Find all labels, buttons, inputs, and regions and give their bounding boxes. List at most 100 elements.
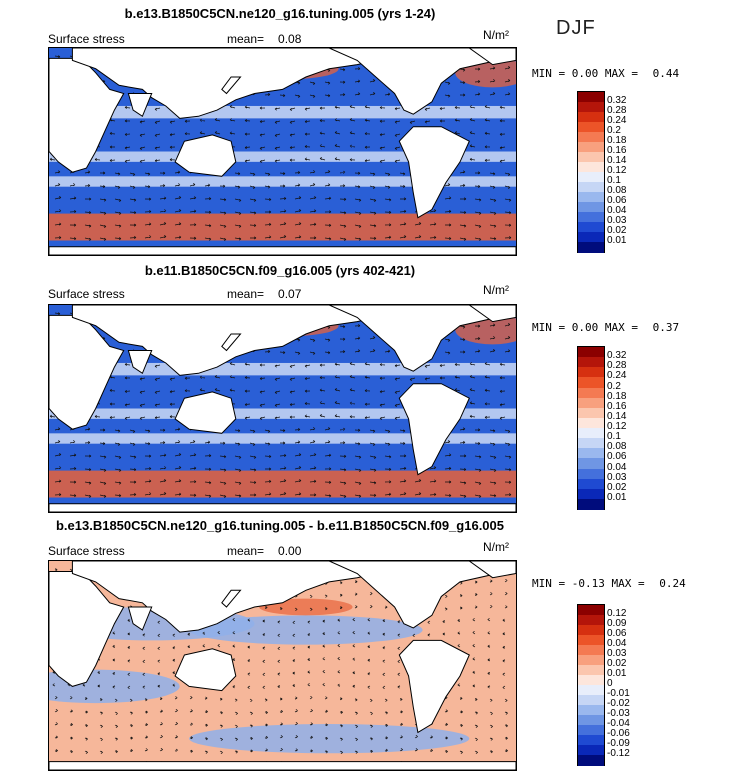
wind-arrow <box>459 93 466 97</box>
wind-arrow <box>174 427 181 431</box>
wind-arrow <box>294 722 298 726</box>
wind-arrow <box>354 198 362 202</box>
panel-1-max-label: MAX = <box>604 67 638 80</box>
wind-arrow <box>174 440 181 444</box>
wind-arrow <box>369 724 373 728</box>
panel-3-field-label: Surface stress <box>48 544 125 558</box>
wind-arrow <box>454 375 461 379</box>
wind-arrow <box>324 594 328 598</box>
wind-arrow <box>384 736 388 740</box>
wind-arrow <box>489 579 493 583</box>
wind-arrow <box>399 197 407 201</box>
wind-arrow <box>474 455 482 459</box>
wind-arrow <box>384 235 392 239</box>
wind-arrow <box>214 131 221 135</box>
wind-arrow <box>112 631 116 635</box>
wind-arrow <box>489 481 497 485</box>
landmasses <box>49 305 516 512</box>
wind-arrow <box>127 632 131 636</box>
wind-arrow <box>217 644 221 648</box>
wind-arrow <box>339 481 347 485</box>
wind-arrow <box>99 185 106 189</box>
panel-2-max-value: 0.37 <box>652 321 680 334</box>
wind-arrow <box>334 105 341 109</box>
wind-arrow <box>154 133 161 137</box>
wind-arrow <box>444 736 448 740</box>
wind-arrow <box>189 722 193 726</box>
panel-1-max-value: 0.44 <box>652 67 680 80</box>
wind-arrow <box>379 376 386 380</box>
wind-arrow <box>324 170 331 174</box>
wind-arrow <box>129 736 133 740</box>
wind-arrow <box>259 377 266 381</box>
wind-arrow <box>157 633 161 637</box>
wind-arrow <box>397 620 401 624</box>
wind-arrow <box>97 670 101 674</box>
wind-arrow <box>159 441 166 445</box>
wind-arrow <box>294 748 298 752</box>
wind-arrow <box>384 185 391 189</box>
wind-arrow <box>277 646 281 650</box>
wind-arrow <box>489 211 497 215</box>
wind-arrow <box>174 466 182 470</box>
wind-arrow <box>487 658 491 662</box>
wind-arrow <box>159 222 167 226</box>
wind-arrow <box>459 68 466 72</box>
colorbar-swatch <box>578 635 604 646</box>
wind-arrow <box>399 222 407 226</box>
wind-arrow <box>444 594 448 598</box>
colorbar-tick-label: 0.1 <box>607 431 621 443</box>
wind-arrow <box>189 709 193 713</box>
wind-arrow <box>144 479 152 483</box>
wind-arrow <box>322 644 326 648</box>
wind-arrow <box>69 183 76 187</box>
panel-3-title: b.e13.B1850C5CN.ne120_g16.tuning.005 - b… <box>55 518 504 533</box>
wind-arrow <box>289 107 296 111</box>
wind-arrow <box>69 453 77 457</box>
wind-arrow <box>159 492 167 496</box>
wind-arrow <box>379 363 386 367</box>
wind-arrow <box>394 364 401 368</box>
colorbar-tick-label: 0.08 <box>607 185 627 196</box>
colorbar-swatch <box>578 377 604 388</box>
wind-arrow <box>319 376 326 380</box>
wind-arrow <box>249 211 257 215</box>
wind-arrow <box>259 363 266 367</box>
wind-arrow <box>279 172 286 176</box>
wind-arrow <box>469 401 476 405</box>
wind-arrow <box>204 494 212 498</box>
wind-arrow <box>114 237 122 241</box>
wind-arrow <box>339 606 343 610</box>
wind-arrow <box>474 184 481 188</box>
wind-arrow <box>69 696 73 700</box>
wind-arrow <box>144 210 152 214</box>
wind-arrow <box>259 120 266 124</box>
wind-arrow <box>294 209 302 213</box>
wind-arrow <box>309 735 313 739</box>
wind-arrow <box>204 723 208 727</box>
wind-arrow <box>319 363 326 367</box>
wind-arrow <box>262 672 266 676</box>
wind-arrow <box>324 338 331 342</box>
wind-arrow <box>232 658 236 662</box>
wind-arrow <box>82 683 86 687</box>
wind-arrow <box>204 237 212 241</box>
wind-arrow <box>397 633 401 637</box>
wind-arrow <box>384 210 392 214</box>
wind-arrow <box>234 698 238 702</box>
wind-arrow <box>339 350 346 354</box>
wind-arrow <box>124 105 131 109</box>
wind-arrow <box>429 235 437 239</box>
wind-arrow <box>244 105 251 109</box>
wind-arrow <box>114 172 121 176</box>
panel-1-map <box>48 47 517 256</box>
wind-arrow <box>289 364 296 368</box>
wind-arrow <box>174 735 178 739</box>
wind-arrow <box>307 645 311 649</box>
wind-arrow <box>399 479 407 483</box>
wind-arrow <box>504 605 508 609</box>
wind-arrow <box>189 223 197 227</box>
wind-arrow <box>394 403 401 407</box>
wind-arrow <box>394 416 401 420</box>
panel-3-max-label: MAX = <box>611 577 645 590</box>
